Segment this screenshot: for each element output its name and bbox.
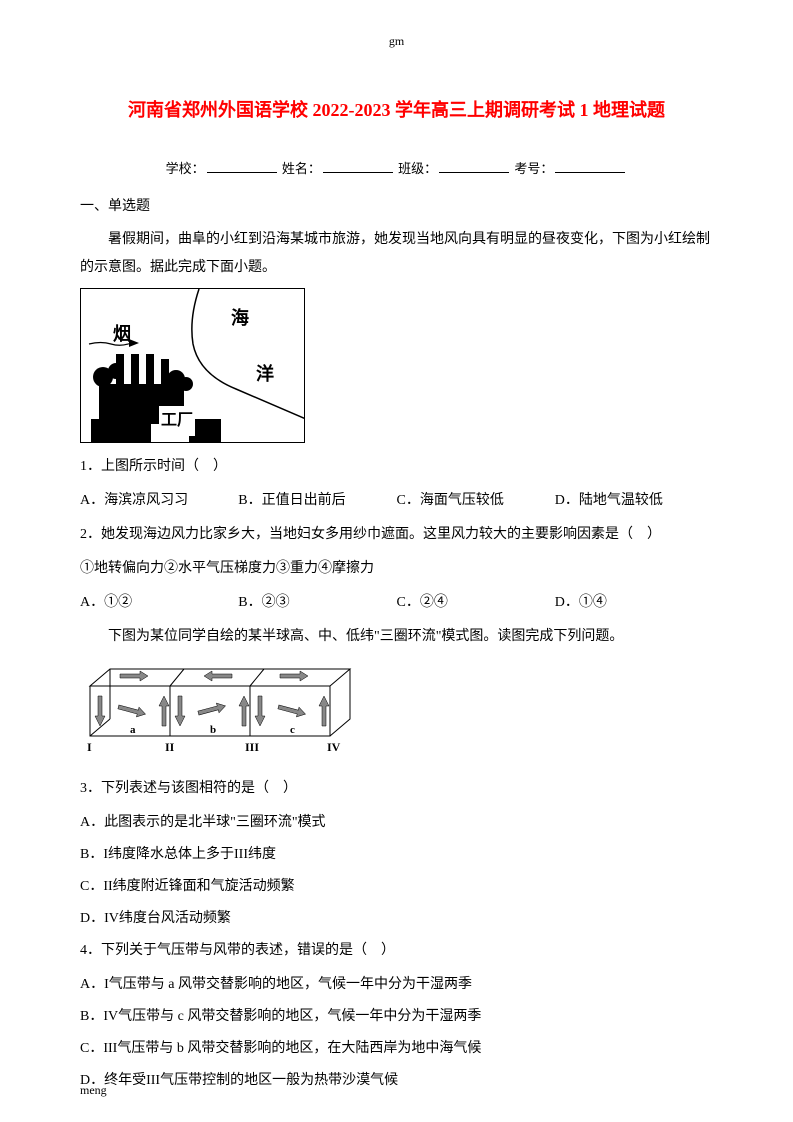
q2-option-a: A．①② [80, 589, 238, 617]
q1-option-b: B．正值日出前后 [238, 487, 396, 515]
q2-sub: ①地转偏向力②水平气压梯度力③重力④摩擦力 [80, 555, 713, 583]
ocean-label: 洋 [256, 357, 274, 391]
fig2-label-c: c [290, 724, 295, 736]
q2-option-d: D．①④ [555, 589, 713, 617]
figure-1: 海 洋 烟 工厂 [80, 288, 305, 443]
class-label: 班级： [398, 161, 437, 176]
school-blank [207, 172, 277, 173]
fig2-roman-1: I [87, 740, 92, 754]
q4-option-d: D．终年受III气压带控制的地区一般为热带沙漠气候 [80, 1067, 713, 1095]
smoke-label: 烟 [113, 317, 131, 351]
q2-options: A．①② B．②③ C．②④ D．①④ [80, 589, 713, 617]
intro-paragraph-1: 暑假期间，曲阜的小红到沿海某城市旅游，她发现当地风向具有明显的昼夜变化，下图为小… [80, 226, 713, 282]
q1-option-a: A．海滨凉风习习 [80, 487, 238, 515]
q4-stem: 4．下列关于气压带与风带的表述，错误的是（ ） [80, 937, 713, 965]
intro-paragraph-2: 下图为某位同学自绘的某半球高、中、低纬"三圈环流"模式图。读图完成下列问题。 [80, 623, 713, 651]
fig2-roman-2: II [165, 740, 175, 754]
sea-label: 海 [231, 301, 249, 335]
fig2-label-a: a [130, 724, 136, 736]
exam-id-blank [555, 172, 625, 173]
q3-option-a: A．此图表示的是北半球"三圈环流"模式 [80, 809, 713, 837]
factory-label: 工厂 [159, 406, 195, 436]
q4-option-c: C．III气压带与 b 风带交替影响的地区，在大陆西岸为地中海气候 [80, 1035, 713, 1063]
q1-option-d: D．陆地气温较低 [555, 487, 713, 515]
footer-mark: meng [80, 1079, 107, 1102]
q2-option-c: C．②④ [397, 589, 555, 617]
figure-2: a b c I II III IV [80, 661, 360, 756]
q2-stem: 2．她发现海边风力比家乡大，当地妇女多用纱巾遮面。这里风力较大的主要影响因素是（… [80, 521, 713, 549]
name-label: 姓名： [282, 161, 321, 176]
q1-options: A．海滨凉风习习 B．正值日出前后 C．海面气压较低 D．陆地气温较低 [80, 487, 713, 515]
q3-option-d: D．IV纬度台风活动频繁 [80, 905, 713, 933]
name-blank [323, 172, 393, 173]
q3-option-c: C．II纬度附近锋面和气旋活动频繁 [80, 873, 713, 901]
q4-option-a: A．I气压带与 a 风带交替影响的地区，气候一年中分为干湿两季 [80, 971, 713, 999]
section-header: 一、单选题 [80, 194, 713, 221]
student-info-line: 学校： 姓名： 班级： 考号： [80, 157, 713, 182]
fig2-roman-3: III [245, 740, 259, 754]
fig2-label-b: b [210, 724, 216, 736]
header-mark: gm [80, 30, 713, 53]
q1-stem: 1．上图所示时间（ ） [80, 453, 713, 481]
school-label: 学校： [166, 161, 205, 176]
q3-option-b: B．I纬度降水总体上多于III纬度 [80, 841, 713, 869]
page-title: 河南省郑州外国语学校 2022-2023 学年高三上期调研考试 1 地理试题 [80, 93, 713, 127]
q3-stem: 3．下列表述与该图相符的是（ ） [80, 775, 713, 803]
exam-id-label: 考号： [514, 161, 553, 176]
q1-option-c: C．海面气压较低 [397, 487, 555, 515]
class-blank [439, 172, 509, 173]
q4-option-b: B．IV气压带与 c 风带交替影响的地区，气候一年中分为干湿两季 [80, 1003, 713, 1031]
fig2-roman-4: IV [327, 740, 341, 754]
q2-option-b: B．②③ [238, 589, 396, 617]
